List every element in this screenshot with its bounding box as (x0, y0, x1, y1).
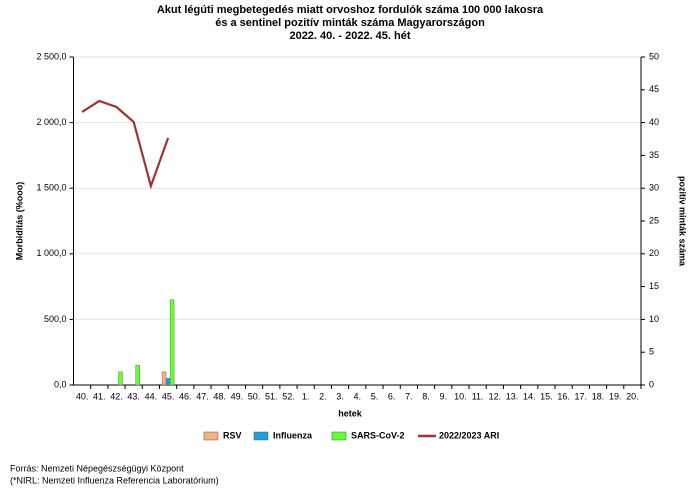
x-tick-label: 13. (506, 391, 519, 401)
chart-title: és a sentinel pozitív minták száma Magya… (215, 17, 485, 29)
x-tick-label: 3. (336, 391, 344, 401)
x-tick-label: 7. (405, 391, 413, 401)
bar (118, 371, 123, 386)
x-tick-label: 43. (127, 391, 140, 401)
y-tick-label: 2 000,0 (36, 117, 66, 127)
x-tick-label: 20. (626, 391, 639, 401)
x-tick-label: 47. (196, 391, 209, 401)
footer-text: Forrás: Nemzeti Népegészségügyi Központ (10, 463, 184, 473)
x-tick-label: 17. (575, 391, 588, 401)
y2-axis-title: pozitív minták száma (678, 176, 688, 267)
x-tick-label: 52. (282, 391, 295, 401)
x-tick-label: 4. (353, 391, 361, 401)
x-tick-label: 41. (93, 391, 106, 401)
x-tick-label: 12. (489, 391, 502, 401)
x-tick-label: 6. (388, 391, 396, 401)
x-tick-label: 45. (162, 391, 175, 401)
bar (161, 371, 167, 386)
x-tick-label: 44. (145, 391, 158, 401)
y2-tick-label: 0 (649, 379, 654, 389)
chart-title: Akut légúti megbetegedés miatt orvoshoz … (157, 4, 544, 16)
legend-label: 2022/2023 ARI (439, 430, 499, 440)
x-tick-label: 5. (371, 391, 379, 401)
x-tick-label: 46. (179, 391, 192, 401)
y2-tick-label: 20 (649, 248, 659, 258)
bar (135, 365, 140, 386)
x-tick-label: 51. (265, 391, 278, 401)
legend-swatch (331, 431, 347, 441)
y-tick-label: 1 000,0 (36, 248, 66, 258)
x-tick-label: 42. (110, 391, 123, 401)
x-tick-label: 15. (540, 391, 553, 401)
x-tick-label: 2. (319, 391, 327, 401)
x-tick-label: 49. (231, 391, 244, 401)
x-tick-label: 10. (454, 391, 467, 401)
x-tick-label: 40. (76, 391, 89, 401)
y-tick-label: 0,0 (54, 379, 67, 389)
chart-title: 2022. 40. - 2022. 45. hét (289, 30, 410, 42)
line (81, 99, 170, 190)
y-tick-label: 2 500,0 (36, 51, 66, 61)
x-tick-label: 18. (592, 391, 605, 401)
x-tick-label: 9. (439, 391, 447, 401)
y2-tick-label: 15 (649, 281, 659, 291)
legend-swatch (253, 431, 269, 441)
legend-label: Influenza (273, 430, 313, 440)
legend-label: SARS-CoV-2 (351, 430, 405, 440)
legend-label: RSV (223, 430, 242, 440)
y2-tick-label: 10 (649, 314, 659, 324)
y-tick-label: 1 500,0 (36, 183, 66, 193)
bar (165, 378, 171, 386)
x-tick-label: 8. (422, 391, 430, 401)
y2-tick-label: 45 (649, 84, 659, 94)
x-tick-label: 11. (472, 391, 484, 401)
y2-tick-label: 25 (649, 215, 659, 225)
y2-tick-label: 30 (649, 183, 659, 193)
y-tick-label: 500,0 (44, 314, 67, 324)
footer-text: (*NIRL: Nemzeti Influenza Referencia Lab… (10, 475, 219, 485)
y2-tick-label: 40 (649, 117, 659, 127)
bar (169, 299, 175, 386)
y-axis-title: Morbiditás (%ooo) (14, 182, 24, 261)
y2-tick-label: 50 (649, 51, 659, 61)
x-axis-title: hetek (338, 408, 363, 418)
x-tick-label: 16. (557, 391, 570, 401)
x-tick-label: 48. (213, 391, 226, 401)
x-tick-label: 50. (248, 391, 261, 401)
y2-tick-label: 5 (649, 347, 654, 357)
x-tick-label: 14. (523, 391, 536, 401)
x-tick-label: 1. (302, 391, 310, 401)
legend-swatch (203, 431, 219, 441)
y2-tick-label: 35 (649, 150, 659, 160)
x-tick-label: 19. (609, 391, 622, 401)
